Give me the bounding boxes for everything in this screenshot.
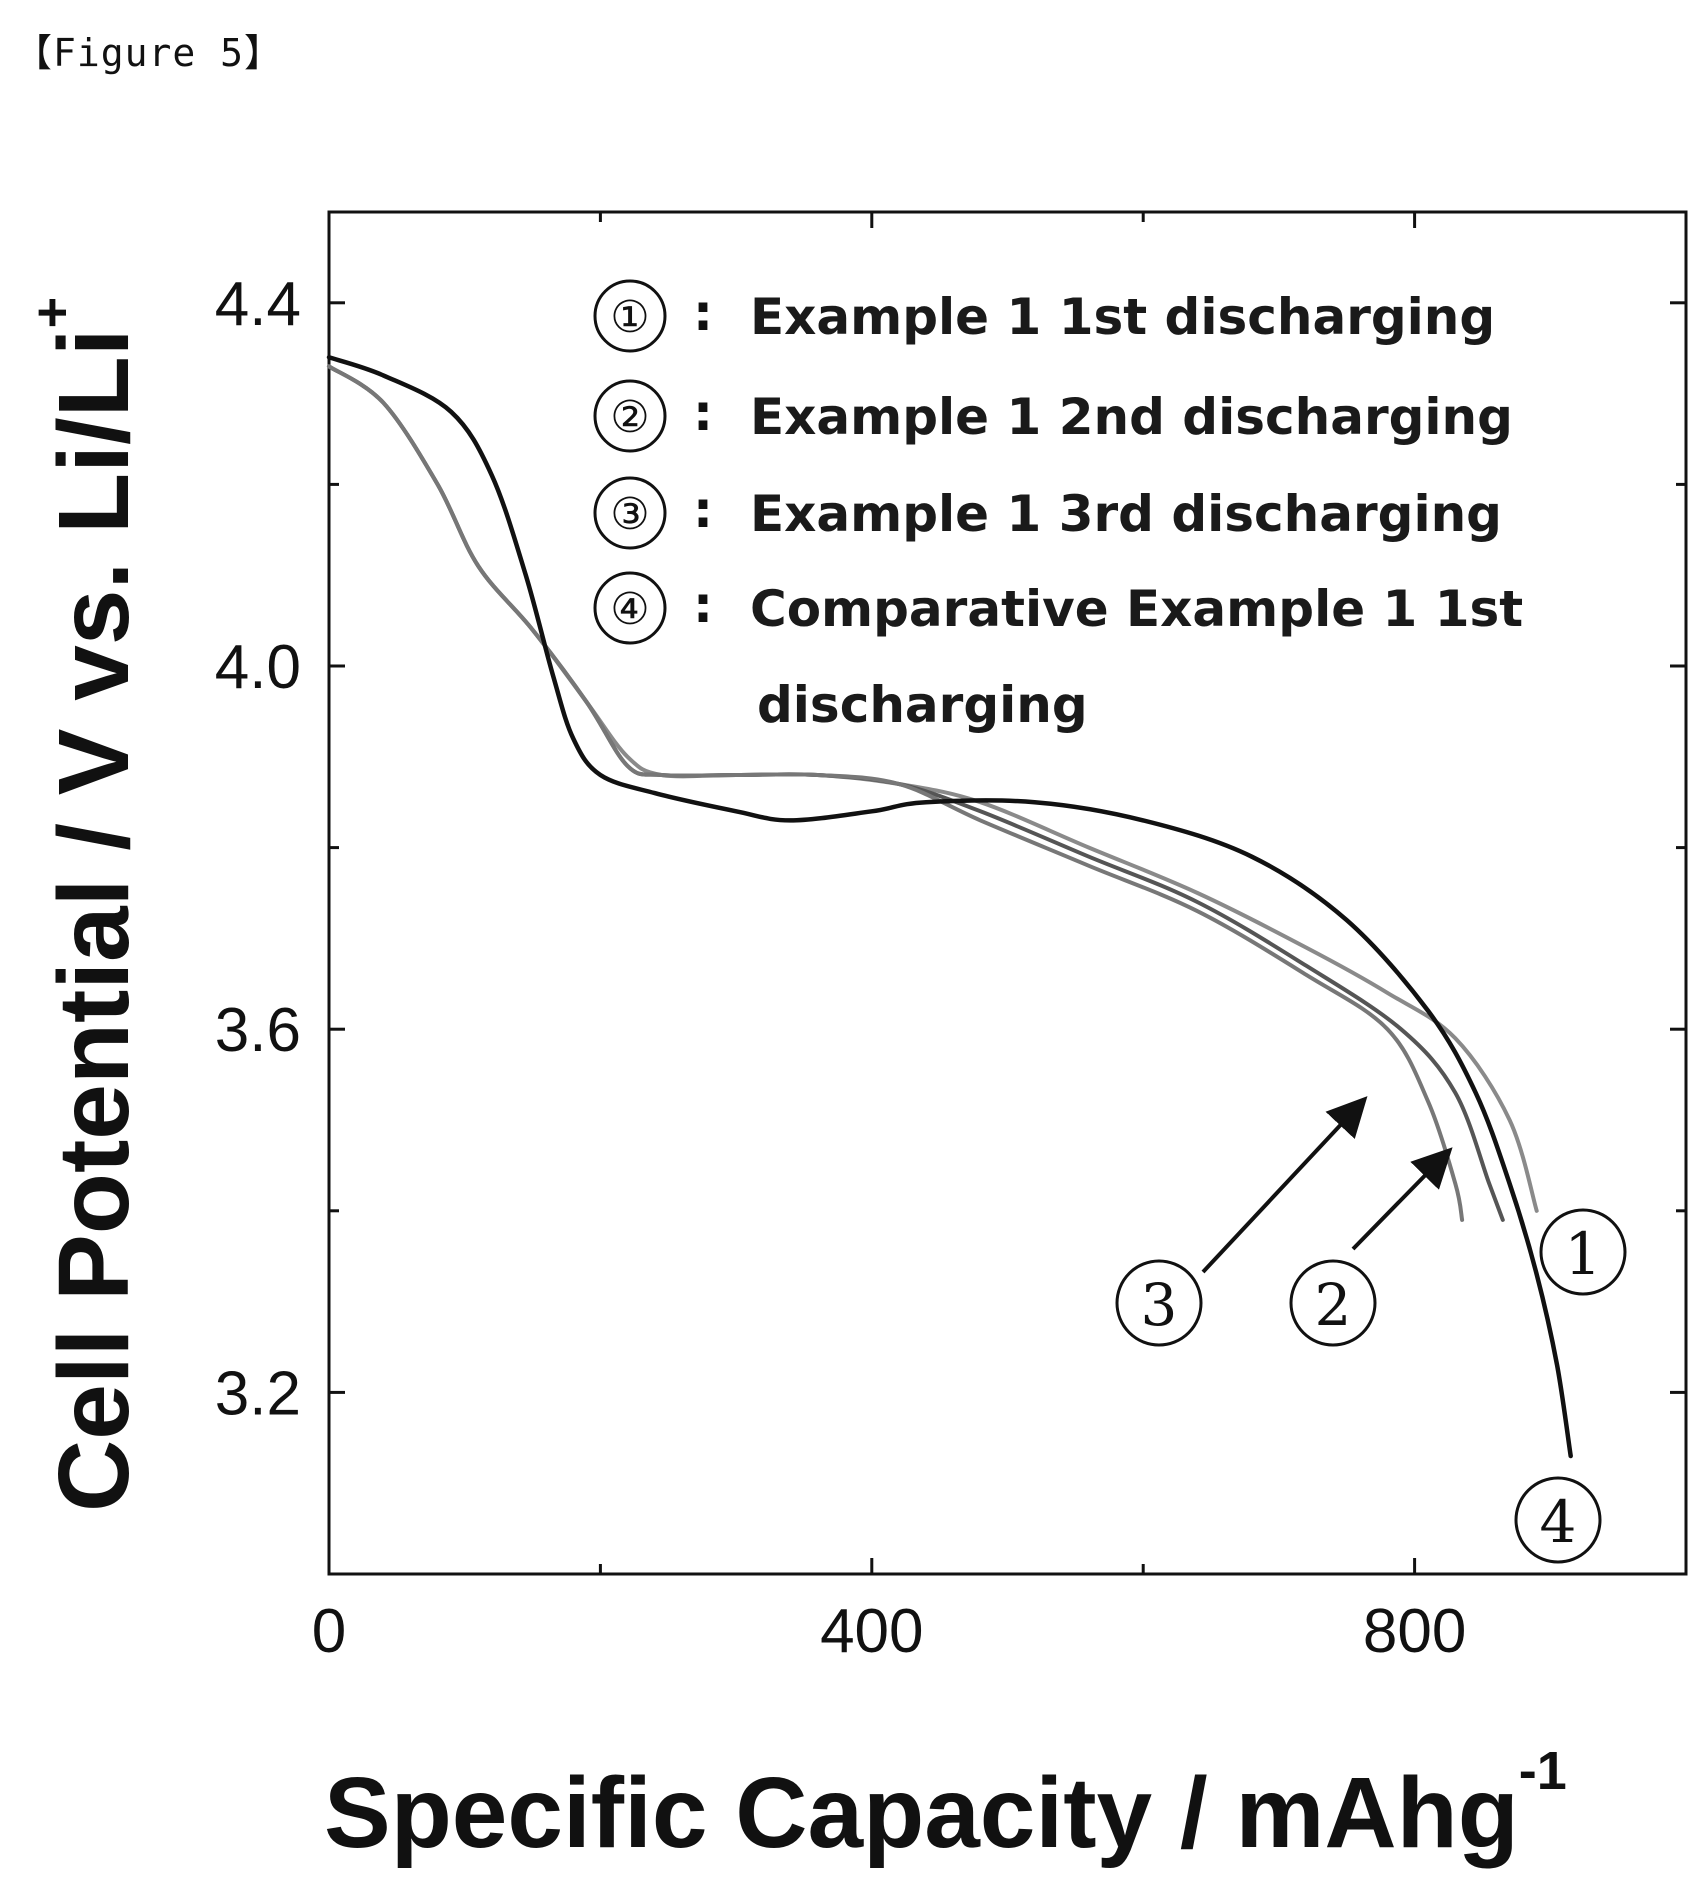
legend-marker-circle	[593, 571, 667, 645]
curve-annotations: 1 2 3 4	[1115, 1096, 1627, 1564]
annotation-circle	[1289, 1259, 1377, 1347]
y-tick-label: 3.6	[215, 996, 301, 1065]
x-axis-title-superscript: -1	[1519, 1741, 1567, 1801]
legend-entry-label: Example 1 1st discharging	[750, 288, 1495, 346]
y-tick-label: 4.4	[215, 270, 301, 339]
legend-marker-circle	[593, 476, 667, 550]
annotation-arrow-2	[1351, 1147, 1453, 1251]
axis-ticks: 0 400 800 3.2 3.6 4.0 4.4	[215, 212, 1686, 1666]
y-axis-title: Cell Potential / V vs. Li/Li+	[22, 297, 150, 1512]
annotation-label: 4	[1540, 1488, 1577, 1556]
legend-separator: :	[693, 576, 713, 634]
y-tick-label: 4.0	[215, 633, 301, 702]
annotation-circle	[1514, 1476, 1602, 1564]
annotation-circle	[1539, 1208, 1627, 1296]
series-3-line	[327, 364, 1465, 1222]
legend-marker: ③	[610, 489, 649, 540]
x-tick-label: 800	[1363, 1597, 1466, 1666]
legend-marker-circle	[593, 379, 667, 453]
x-axis-title-text: Specific Capacity / mAhg	[324, 1757, 1519, 1869]
legend-marker: ④	[610, 584, 649, 635]
annotation-arrow-3	[1201, 1096, 1368, 1274]
legend-entry-label-cont: discharging	[757, 676, 1088, 734]
y-axis-title-text: Cell Potential / V vs. Li/Li	[38, 328, 150, 1512]
discharge-curves	[326, 355, 1573, 1459]
x-axis-title: Specific Capacity / mAhg-1	[324, 1741, 1567, 1869]
legend-marker: ②	[610, 392, 649, 443]
x-tick-label: 0	[312, 1597, 346, 1666]
series-4-line	[326, 355, 1573, 1459]
plot-border	[327, 210, 1688, 1576]
annotation-label: 1	[1565, 1220, 1602, 1288]
annotation-label: 2	[1315, 1271, 1352, 1339]
figure-label: 【Figure 5】	[14, 31, 284, 75]
plot-frame	[327, 210, 1688, 1576]
legend: ①: Example 1 1st discharging ②: Example 1 2…	[593, 279, 1523, 734]
legend-separator: :	[693, 481, 713, 539]
legend-marker: ①	[610, 292, 649, 343]
legend-entry-label: Example 1 3rd discharging	[750, 485, 1502, 543]
legend-separator: :	[693, 284, 713, 342]
y-axis-title-superscript: +	[22, 297, 82, 329]
legend-separator: :	[693, 384, 713, 442]
legend-marker-circle	[593, 279, 667, 353]
y-tick-label: 3.2	[215, 1359, 301, 1428]
annotation-circle	[1115, 1259, 1203, 1347]
annotation-label: 3	[1141, 1271, 1178, 1339]
legend-entry-label: Example 1 2nd discharging	[750, 388, 1513, 446]
legend-entry-label: Comparative Example 1 1st	[750, 580, 1523, 638]
x-tick-label: 400	[820, 1597, 923, 1666]
